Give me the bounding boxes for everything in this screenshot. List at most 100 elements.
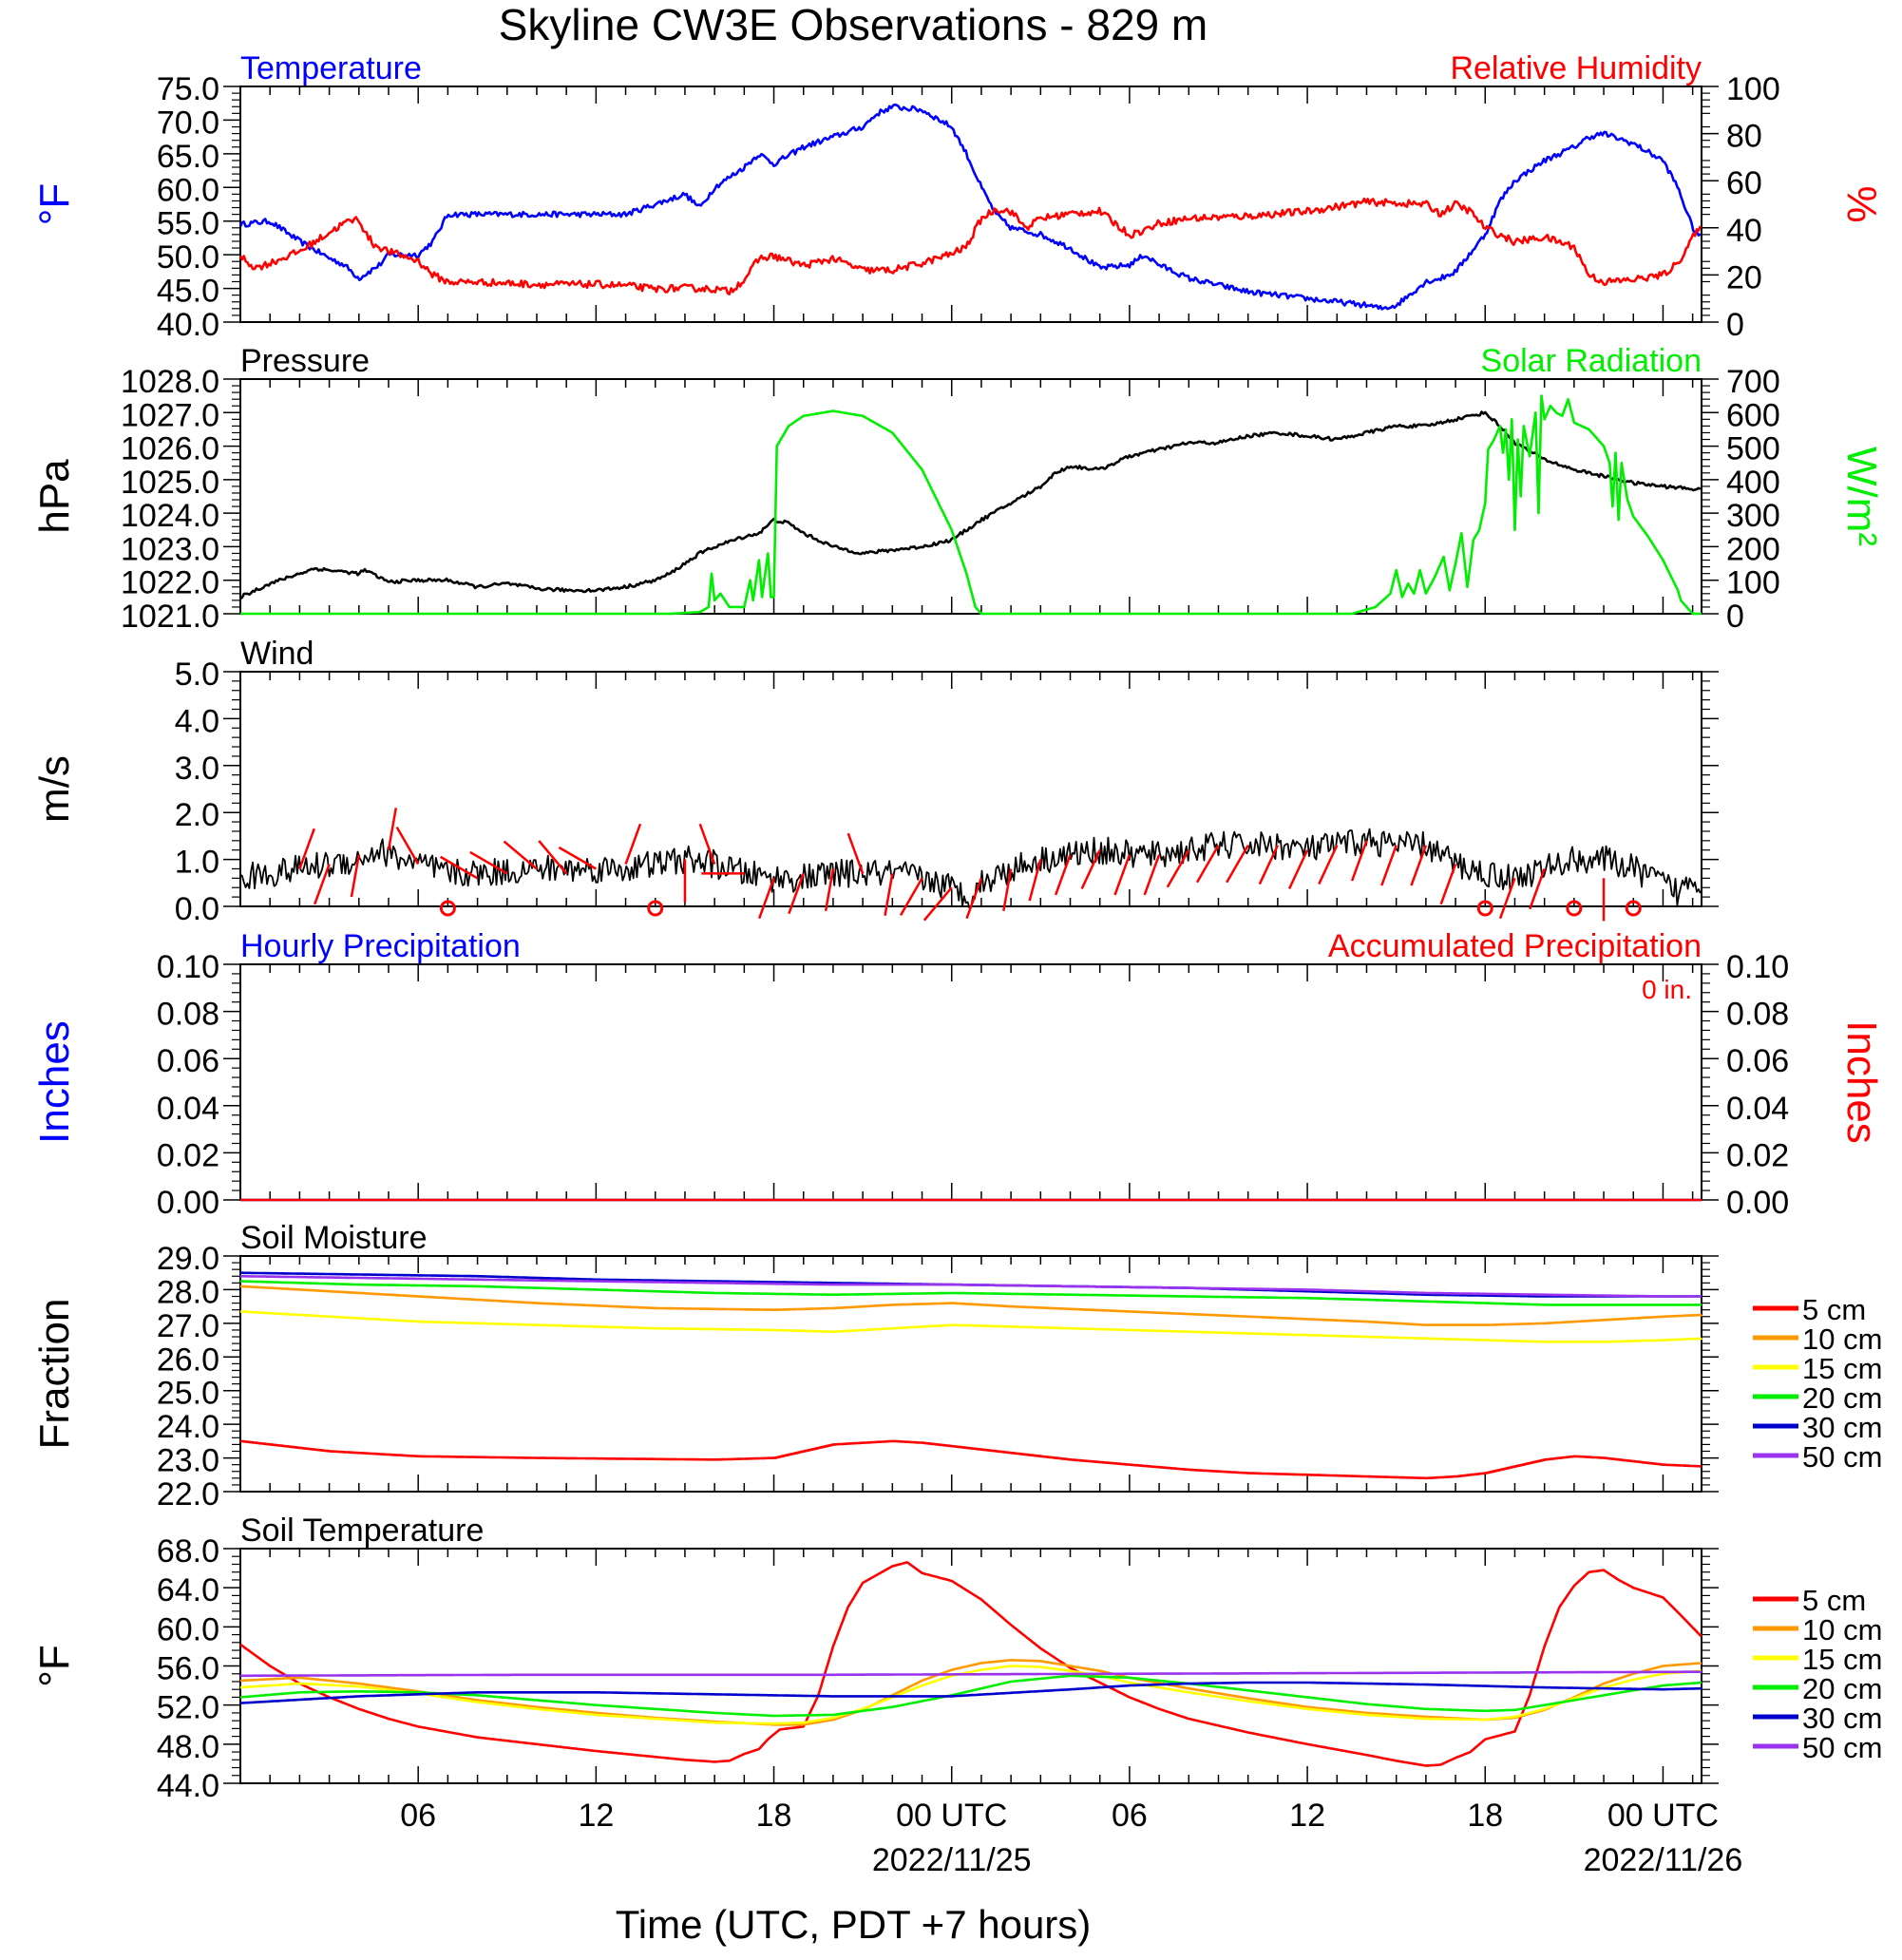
y-left-tick-label: 40.0 [157, 307, 219, 343]
y-right-tick-label: 0.08 [1726, 997, 1789, 1033]
wind-barb [698, 823, 716, 865]
wind-barb [1350, 840, 1368, 882]
series-darkblue-line [239, 1681, 1702, 1704]
y-right-tick-label: 100 [1726, 565, 1780, 601]
y-left-tick-label: 1026.0 [121, 431, 219, 467]
y-right-tick-label: 600 [1726, 397, 1780, 433]
y-left-tick-label: 1022.0 [121, 565, 219, 601]
wind-barb [788, 872, 805, 915]
wind-barb [558, 846, 597, 870]
panel-title-left: Wind [240, 636, 314, 672]
calm-wind-marker [1625, 900, 1642, 917]
legend-label: 5 cm [1802, 1584, 1866, 1617]
x-tick-label: 18 [756, 1798, 792, 1834]
wind-barb [1318, 845, 1339, 885]
wind-barb [824, 868, 835, 912]
wind-barb [1002, 868, 1013, 912]
panel-title-right: Solar Radiation [1481, 343, 1702, 379]
x-tick-label: 12 [578, 1798, 614, 1834]
y-left-tick-label: 45.0 [157, 274, 219, 310]
series-orange-line [240, 1284, 1703, 1326]
y-left-tick-label: 68.0 [157, 1533, 219, 1570]
calm-wind-marker [1476, 900, 1493, 917]
y-left-tick-label: 2.0 [175, 797, 219, 833]
wind-barb [350, 854, 361, 898]
series-red-line [239, 1561, 1702, 1767]
y-axis-title-left: Inches [31, 1020, 78, 1144]
y-right-tick-label: 400 [1726, 465, 1780, 501]
x-date-label: 2022/11/25 [872, 1842, 1032, 1878]
y-left-tick-label: 25.0 [157, 1376, 219, 1412]
wind-barb [1226, 845, 1249, 884]
y-left-tick-label: 22.0 [157, 1476, 219, 1513]
legend-label: 15 cm [1802, 1643, 1882, 1676]
x-date-label: 2022/11/26 [1584, 1842, 1743, 1878]
panel-pres_solar: 1021.01022.01023.01024.01025.01026.01027… [31, 343, 1885, 635]
y-left-tick-label: 1021.0 [121, 599, 219, 635]
series-purple-line [240, 1670, 1702, 1678]
x-tick-label: 00 UTC [896, 1798, 1007, 1834]
wind-barb [846, 832, 865, 874]
series-red-line [238, 197, 1702, 295]
plot-frame [239, 1255, 1702, 1493]
series-purple-line [240, 1275, 1702, 1298]
legend-label: 15 cm [1802, 1352, 1882, 1385]
legend-label: 5 cm [1802, 1293, 1866, 1326]
panel-wind: 0.0 1.0 2.0 3.0 4.0 5.0 Wind m/s [31, 636, 1719, 927]
y-left-tick-label: 28.0 [157, 1274, 219, 1310]
panel-title-left: Soil Moisture [240, 1220, 428, 1256]
wind-barb [1028, 859, 1042, 902]
wind-barb [1113, 854, 1132, 896]
wind-barb [1380, 845, 1398, 886]
y-left-tick-label: 60.0 [157, 1611, 219, 1647]
x-tick-label: 00 UTC [1607, 1798, 1719, 1834]
y-axis-title-left: m/s [31, 755, 78, 823]
series-green-line [240, 394, 1702, 616]
y-left-tick-label: 26.0 [157, 1342, 219, 1378]
series-red-line [240, 1439, 1702, 1480]
series-green-line [240, 1280, 1702, 1306]
y-axis-title-left: Fraction [31, 1299, 78, 1450]
y-left-tick-label: 1025.0 [121, 465, 219, 501]
series-black-line [239, 410, 1702, 600]
plot-frame [239, 378, 1702, 615]
y-left-tick-label: 1023.0 [121, 531, 219, 567]
y-right-tick-label: 0 [1726, 307, 1744, 343]
x-tick-label: 12 [1289, 1798, 1325, 1834]
y-left-tick-label: 64.0 [157, 1572, 219, 1608]
y-right-tick-label: 0.02 [1726, 1137, 1789, 1173]
y-axis-title-right: % [1838, 185, 1885, 222]
y-left-tick-label: 56.0 [157, 1651, 219, 1687]
y-left-tick-label: 0.0 [175, 891, 219, 927]
panel-title-left: Soil Temperature [240, 1513, 484, 1549]
wind-barb [1498, 877, 1516, 920]
panel-temp_rh: 40.045.050.055.060.065.070.075.0 0 20 40 60 8… [31, 50, 1885, 343]
y-axis-title-right: W/m² [1838, 447, 1885, 546]
panel-title-left: Hourly Precipitation [240, 928, 521, 964]
panel-precip: 0.00 0.02 0.04 0.06 0.08 0.10 0.00 0.02 0.04 0.06… [31, 928, 1885, 1221]
y-left-tick-label: 70.0 [157, 105, 219, 141]
wind-barb [1166, 849, 1190, 888]
x-axis-labels: 06 12 18 00 UTC 2022/11/25 06 12 18 00 UTC 2022/1… [400, 1798, 1742, 1878]
y-right-tick-label: 100 [1726, 71, 1780, 107]
y-axis-title-left: °F [31, 1645, 78, 1686]
wind-barb [538, 840, 568, 875]
y-right-tick-label: 200 [1726, 531, 1780, 567]
wind-barb [1143, 854, 1161, 896]
legend-label: 10 cm [1802, 1323, 1882, 1356]
series-yellow-line [239, 1665, 1702, 1725]
legend-label: 20 cm [1802, 1672, 1882, 1705]
y-left-tick-label: 75.0 [157, 71, 219, 107]
y-left-tick-label: 65.0 [157, 139, 219, 175]
wind-barb [965, 877, 983, 920]
legend-label: 30 cm [1802, 1702, 1882, 1735]
x-tick-label: 06 [400, 1798, 436, 1834]
y-left-tick-label: 0.10 [157, 949, 219, 985]
y-left-tick-label: 0.08 [157, 997, 219, 1033]
y-right-tick-label: 40 [1726, 213, 1762, 249]
wind-barb [1439, 864, 1457, 905]
y-left-tick-label: 5.0 [175, 657, 219, 693]
y-left-tick-label: 0.00 [157, 1185, 219, 1221]
y-right-tick-label: 60 [1726, 165, 1762, 201]
